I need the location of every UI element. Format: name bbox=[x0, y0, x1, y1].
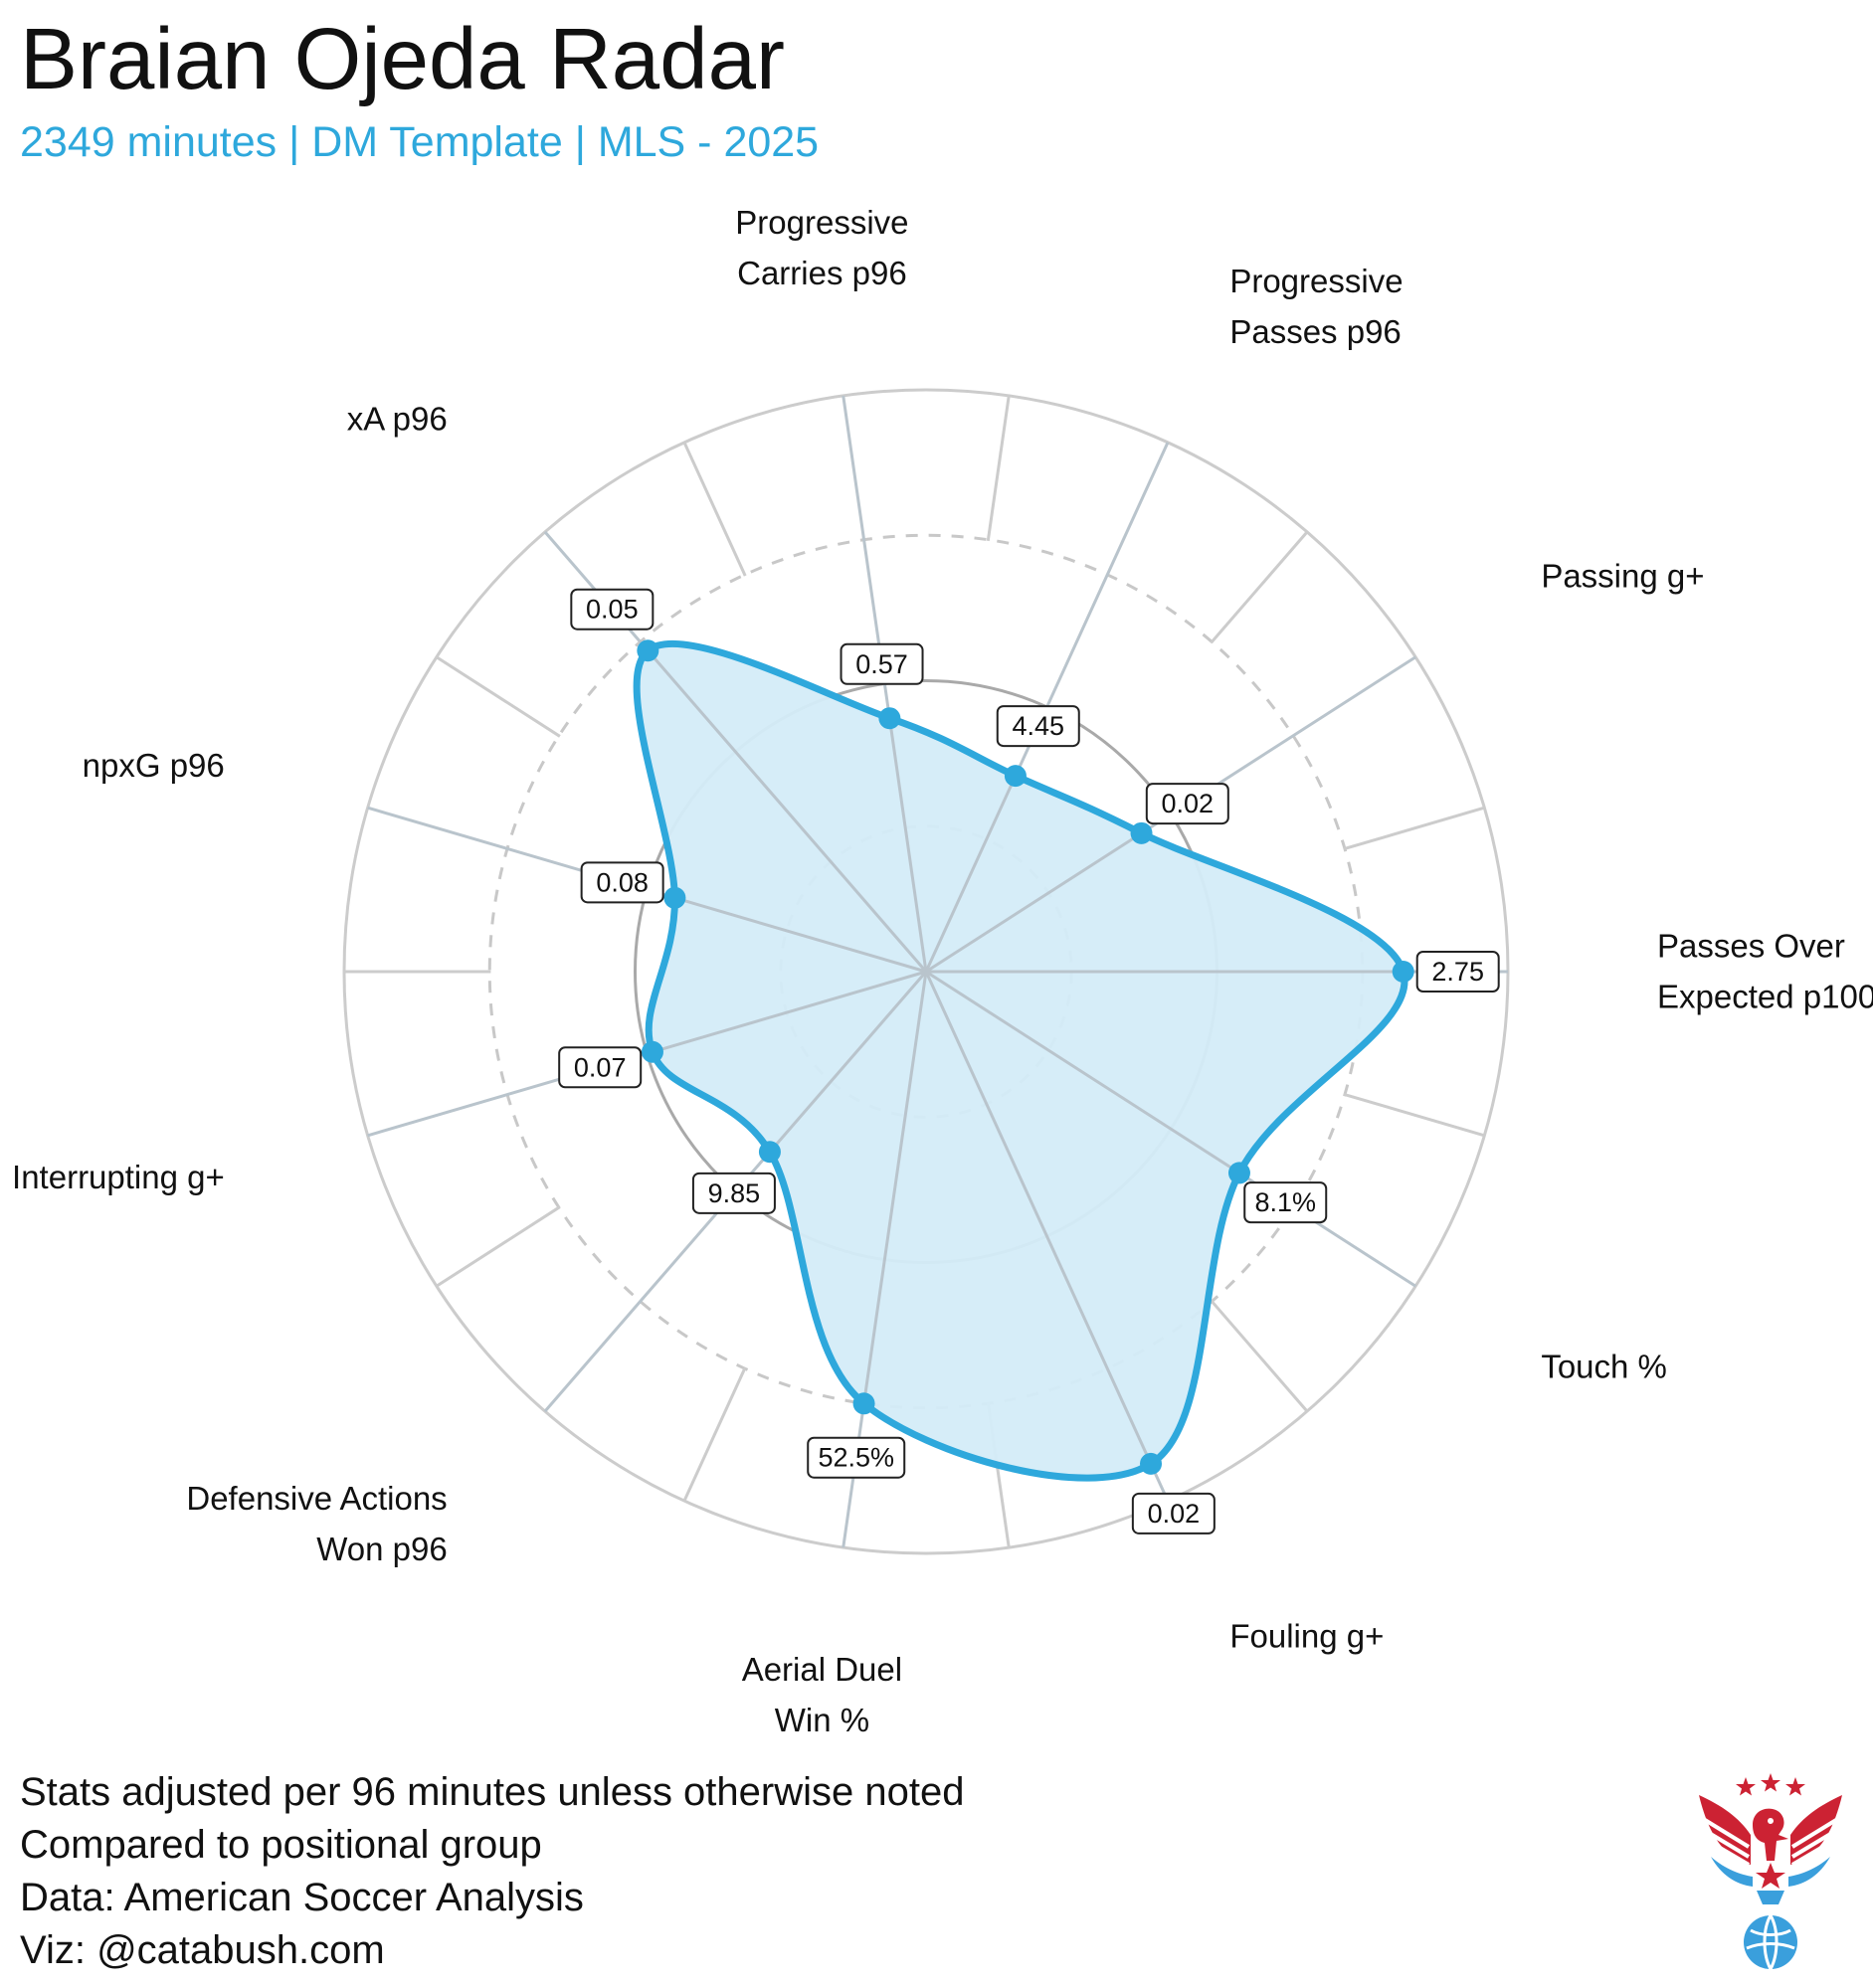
value-label-text: 52.5% bbox=[818, 1443, 894, 1473]
value-label: 8.1% bbox=[1243, 1181, 1328, 1224]
axis-label-line: Progressive bbox=[1229, 263, 1403, 299]
value-label: 0.57 bbox=[840, 642, 924, 685]
axis-label-line: Fouling g+ bbox=[1229, 1618, 1384, 1655]
chart-title: Braian Ojeda Radar bbox=[20, 11, 785, 107]
sector-line bbox=[436, 1205, 561, 1288]
value-label: 0.08 bbox=[580, 861, 664, 904]
value-label: 0.02 bbox=[1131, 1492, 1216, 1535]
sector-line bbox=[1343, 806, 1485, 851]
value-label-box bbox=[558, 1046, 643, 1089]
value-label-text: 4.45 bbox=[1012, 711, 1064, 741]
radar-point bbox=[1227, 1162, 1250, 1184]
value-label-text: 0.02 bbox=[1162, 789, 1215, 818]
footnote-line: Data: American Soccer Analysis bbox=[20, 1876, 584, 1919]
value-label-box bbox=[580, 861, 664, 904]
value-label-box bbox=[570, 588, 655, 631]
value-label: 52.5% bbox=[807, 1436, 906, 1479]
value-label-text: 2.75 bbox=[1431, 957, 1484, 987]
sector-line bbox=[682, 442, 747, 577]
radar-point bbox=[1392, 961, 1414, 983]
axis-label-line: Interrupting g+ bbox=[12, 1159, 225, 1195]
axis-label: Interrupting g+ bbox=[12, 1159, 225, 1195]
radar-data bbox=[367, 395, 1508, 1548]
axis-label: Progressive Passes p96 bbox=[1229, 263, 1403, 350]
value-label: 9.85 bbox=[691, 1172, 776, 1214]
radar-point bbox=[1140, 1452, 1163, 1475]
axis-label: Touch % bbox=[1541, 1348, 1667, 1384]
value-label-box bbox=[1145, 783, 1229, 825]
footnote-line: Viz: @catabush.com bbox=[20, 1928, 385, 1972]
axis-spoke bbox=[925, 970, 1416, 1288]
axis-label: Progressive Carries p96 bbox=[735, 204, 908, 291]
axis-label-line: Touch % bbox=[1541, 1348, 1667, 1384]
footnote-line: Compared to positional group bbox=[20, 1823, 542, 1867]
axis-label-line: Won p96 bbox=[316, 1531, 447, 1567]
axis-label: Fouling g+ bbox=[1229, 1618, 1384, 1655]
axis-label: Defensive Actions Won p96 bbox=[186, 1480, 447, 1567]
axis-label-line: Passing g+ bbox=[1541, 558, 1704, 595]
value-label: 0.07 bbox=[558, 1046, 643, 1089]
value-label: 4.45 bbox=[996, 705, 1080, 748]
axis-label-line: npxG p96 bbox=[83, 747, 225, 784]
chart-subtitle: 2349 minutes | DM Template | MLS - 2025 bbox=[20, 118, 820, 166]
value-label-box bbox=[1415, 951, 1500, 993]
axis-label-line: Win % bbox=[775, 1702, 869, 1738]
axis-label-line: Aerial Duel bbox=[742, 1651, 902, 1688]
axis-label-line: Carries p96 bbox=[737, 255, 907, 291]
axis-label-line: Expected p100 bbox=[1657, 979, 1873, 1015]
value-label-text: 0.07 bbox=[574, 1052, 627, 1082]
axis-label: npxG p96 bbox=[83, 747, 225, 784]
stars-icon bbox=[1736, 1773, 1805, 1796]
radar-point bbox=[663, 886, 686, 909]
footnote-line: Stats adjusted per 96 minutes unless oth… bbox=[20, 1770, 965, 1814]
value-label-box bbox=[996, 705, 1080, 748]
value-label-text: 9.85 bbox=[708, 1178, 761, 1208]
value-label-text: 0.08 bbox=[596, 867, 649, 897]
radar-point bbox=[1130, 821, 1153, 844]
value-label-box bbox=[840, 642, 924, 685]
sector-line bbox=[1343, 1092, 1485, 1138]
value-label-box bbox=[1131, 1492, 1216, 1535]
axis-spoke bbox=[924, 971, 1170, 1502]
value-label-box bbox=[807, 1436, 906, 1479]
value-label-text: 8.1% bbox=[1254, 1187, 1316, 1217]
axis-label-line: Progressive bbox=[735, 204, 908, 241]
sector-line bbox=[682, 1366, 747, 1502]
value-label: 2.75 bbox=[1415, 951, 1500, 993]
radar-point bbox=[641, 1040, 663, 1063]
value-label-box bbox=[691, 1172, 776, 1214]
radar-point bbox=[852, 1392, 875, 1415]
axis-label: xA p96 bbox=[347, 401, 448, 438]
axis-label: Passes Over Expected p100 bbox=[1657, 928, 1873, 1015]
value-label-box bbox=[1243, 1181, 1328, 1224]
radar-point bbox=[637, 639, 659, 662]
radar-point bbox=[758, 1141, 781, 1164]
axis-label: Aerial Duel Win % bbox=[742, 1651, 902, 1738]
sector-line bbox=[1210, 1299, 1309, 1413]
axis-label-line: Defensive Actions bbox=[186, 1480, 447, 1517]
sector-line bbox=[436, 655, 561, 738]
axis-label-line: xA p96 bbox=[347, 401, 448, 438]
value-label: 0.05 bbox=[570, 588, 655, 631]
value-label-text: 0.02 bbox=[1148, 1499, 1201, 1529]
axis-label: Passing g+ bbox=[1541, 558, 1704, 595]
sector-line bbox=[1210, 530, 1309, 644]
radar-point bbox=[878, 707, 901, 730]
value-label-text: 0.05 bbox=[586, 595, 639, 625]
radar-point bbox=[1004, 765, 1027, 788]
radar-labels: 2.75 0.02 4.45 0.57 0.05 0.08 0.07 9.85 52.5% 0.0… bbox=[12, 204, 1873, 1738]
axis-label-line: Passes Over bbox=[1657, 928, 1845, 965]
value-label-text: 0.57 bbox=[855, 649, 908, 679]
axis-label-line: Passes p96 bbox=[1229, 313, 1401, 350]
sector-line bbox=[986, 395, 1011, 542]
eagle-soccer-logo-icon bbox=[1699, 1773, 1842, 1970]
footnotes: Stats adjusted per 96 minutes unless oth… bbox=[20, 1766, 964, 1977]
value-label: 0.02 bbox=[1145, 783, 1229, 825]
